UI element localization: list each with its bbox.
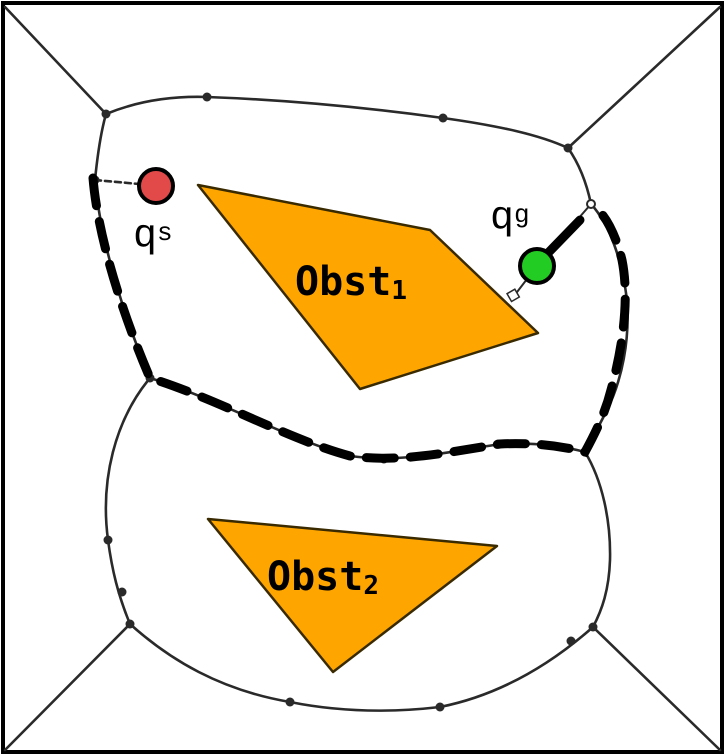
roadmap-vertex	[285, 697, 295, 707]
start-label: qs	[133, 214, 173, 259]
roadmap-vertex	[438, 113, 448, 123]
obstacle-2-shape	[206, 517, 499, 674]
obstacle-2-name: Obst	[267, 554, 363, 600]
roadmap-vertex	[117, 587, 127, 597]
roadmap-vertex	[103, 535, 113, 545]
roadmap-edge-lower-bottom	[128, 622, 595, 712]
obstacle-1-name: Obst	[295, 259, 391, 305]
roadmap-edge-bottom-right	[591, 625, 722, 752]
roadmap-vertex-hollow	[586, 199, 596, 209]
roadmap-vertex	[588, 622, 598, 632]
start-label-q: q	[133, 214, 157, 259]
roadmap-vertex	[101, 109, 111, 119]
roadmap-edge-bottom-left	[3, 622, 132, 752]
obstacle-1-subscript: 1	[391, 276, 407, 306]
goal-projection-marker	[506, 288, 521, 303]
roadmap-vertex	[435, 702, 445, 712]
goal-label-q: q	[490, 196, 514, 241]
goal-label: qg	[490, 196, 530, 241]
obstacle-1-label: Obst1	[295, 259, 407, 306]
roadmap-vertex	[563, 143, 573, 153]
start-point	[137, 167, 175, 205]
roadmap-vertex	[125, 619, 135, 629]
goal-path-segment	[543, 215, 585, 258]
roadmap-vertex	[202, 92, 212, 102]
goal-point	[518, 247, 556, 285]
obstacle-2-subscript: 2	[363, 571, 379, 601]
roadmap-edge-upper-top	[104, 95, 570, 150]
roadmap-edge-top-left	[3, 5, 108, 116]
roadmap-edge-upper-left	[93, 112, 108, 182]
obstacle-1-shape	[196, 183, 540, 391]
obstacle-2-label: Obst2	[267, 554, 379, 601]
planned-path	[88, 173, 630, 463]
start-label-subscript: s	[157, 218, 173, 248]
roadmap-edge-top-right	[566, 5, 722, 150]
goal-label-subscript: g	[514, 200, 530, 230]
roadmap-edge-lower-right	[583, 450, 612, 629]
roadmap-vertex	[566, 636, 576, 646]
